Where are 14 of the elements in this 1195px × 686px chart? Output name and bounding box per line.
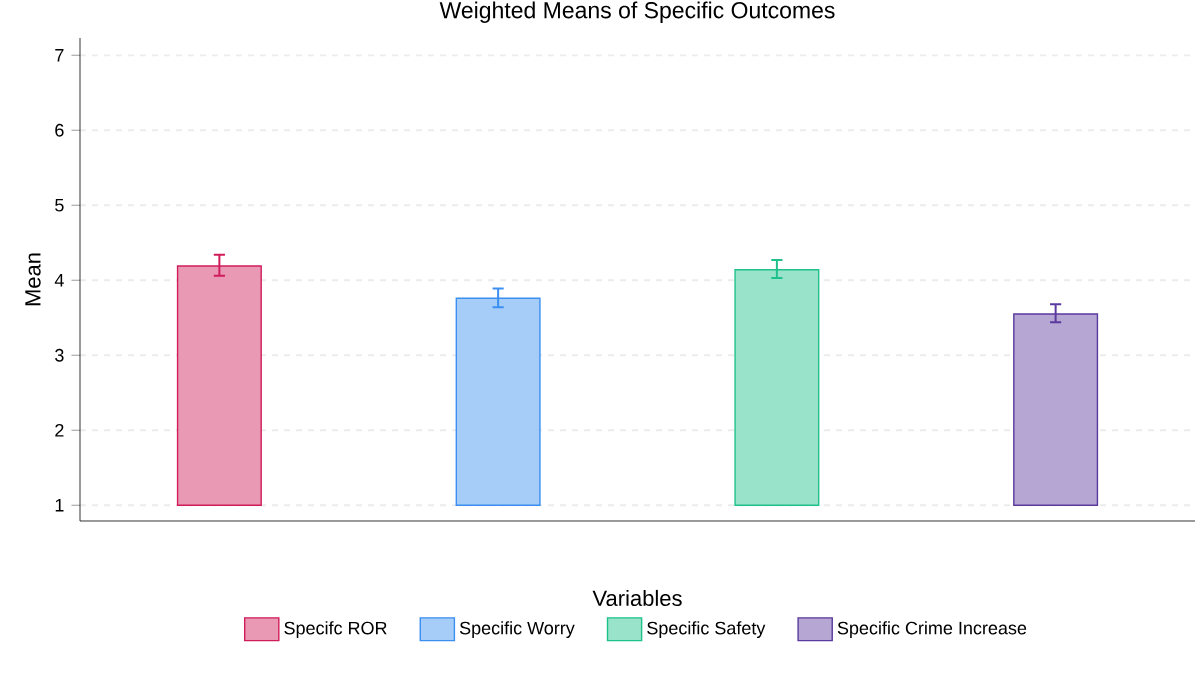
y-tick-label: 4: [54, 274, 64, 287]
legend-label: Specifc ROR: [284, 621, 387, 639]
legend-label: Specific Safety: [647, 621, 766, 639]
y-tick-label: 3: [55, 348, 64, 362]
y-tick-label: 7: [55, 49, 64, 62]
y-tick-label: 1: [55, 499, 64, 512]
x-axis-title: Variables: [592, 589, 682, 607]
chart-title: Weighted Means of Specific Outcomes: [439, 1, 835, 23]
y-tick-label: 6: [55, 123, 64, 137]
y-axis-title: Mean: [25, 253, 41, 306]
legend-label: Specific Worry: [459, 621, 575, 639]
y-tick-label: 2: [55, 423, 64, 437]
y-tick-label: 5: [55, 198, 64, 212]
legend-label: Specific Crime Increase: [837, 621, 1027, 639]
